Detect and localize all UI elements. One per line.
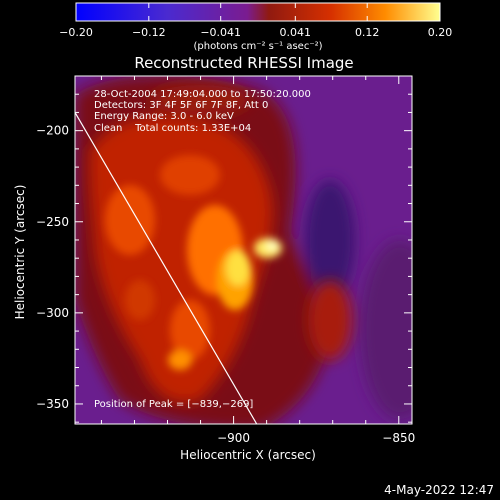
- colorbar-tick-label: 0.041: [280, 26, 312, 39]
- y-tick-label: −200: [36, 124, 69, 138]
- annotation-detectors: Detectors: 3F 4F 5F 6F 7F 8F, Att 0: [94, 100, 268, 111]
- annotation-clean: Clean Total counts: 1.33E+04: [94, 123, 251, 134]
- colorbar-tick-label: −0.041: [200, 26, 241, 39]
- x-axis: −900−850−800: [100, 76, 415, 445]
- colorbar-tick-label: −0.12: [132, 26, 166, 39]
- solar-limb-line: [74, 112, 258, 425]
- colorbar: [75, 2, 441, 22]
- x-tick-label: −850: [382, 431, 415, 445]
- plot-frame: [74, 75, 413, 425]
- colorbar-ticks: −0.20 −0.12 −0.041 0.041 0.12 0.20: [59, 3, 452, 39]
- colorbar-tick-label: −0.20: [59, 26, 93, 39]
- y-tick-label: −250: [36, 215, 69, 229]
- heatmap-image: [75, 76, 412, 424]
- colorbar-units: (photons cm⁻² s⁻¹ asec⁻²): [193, 41, 322, 52]
- colorbar-tick-label: 0.12: [355, 26, 380, 39]
- annotation-energy: Energy Range: 3.0 - 6.0 keV: [94, 111, 234, 122]
- annotation-time: 28-Oct-2004 17:49:04.000 to 17:50:20.000: [94, 89, 311, 100]
- y-axis: −200 −250 −300 −350: [36, 75, 412, 423]
- peak-position-label: Position of Peak = [−839,−269]: [94, 399, 253, 410]
- x-axis-label: Heliocentric X (arcsec): [180, 448, 316, 462]
- y-tick-label: −300: [36, 306, 69, 320]
- chart-title: Reconstructed RHESSI Image: [134, 54, 353, 72]
- colorbar-tick-label: 0.20: [428, 26, 453, 39]
- y-axis-label: Heliocentric Y (arcsec): [13, 185, 27, 320]
- footer-date: 4-May-2022 12:47: [384, 483, 494, 497]
- x-tick-label: −900: [217, 431, 250, 445]
- y-tick-label: −350: [36, 397, 69, 411]
